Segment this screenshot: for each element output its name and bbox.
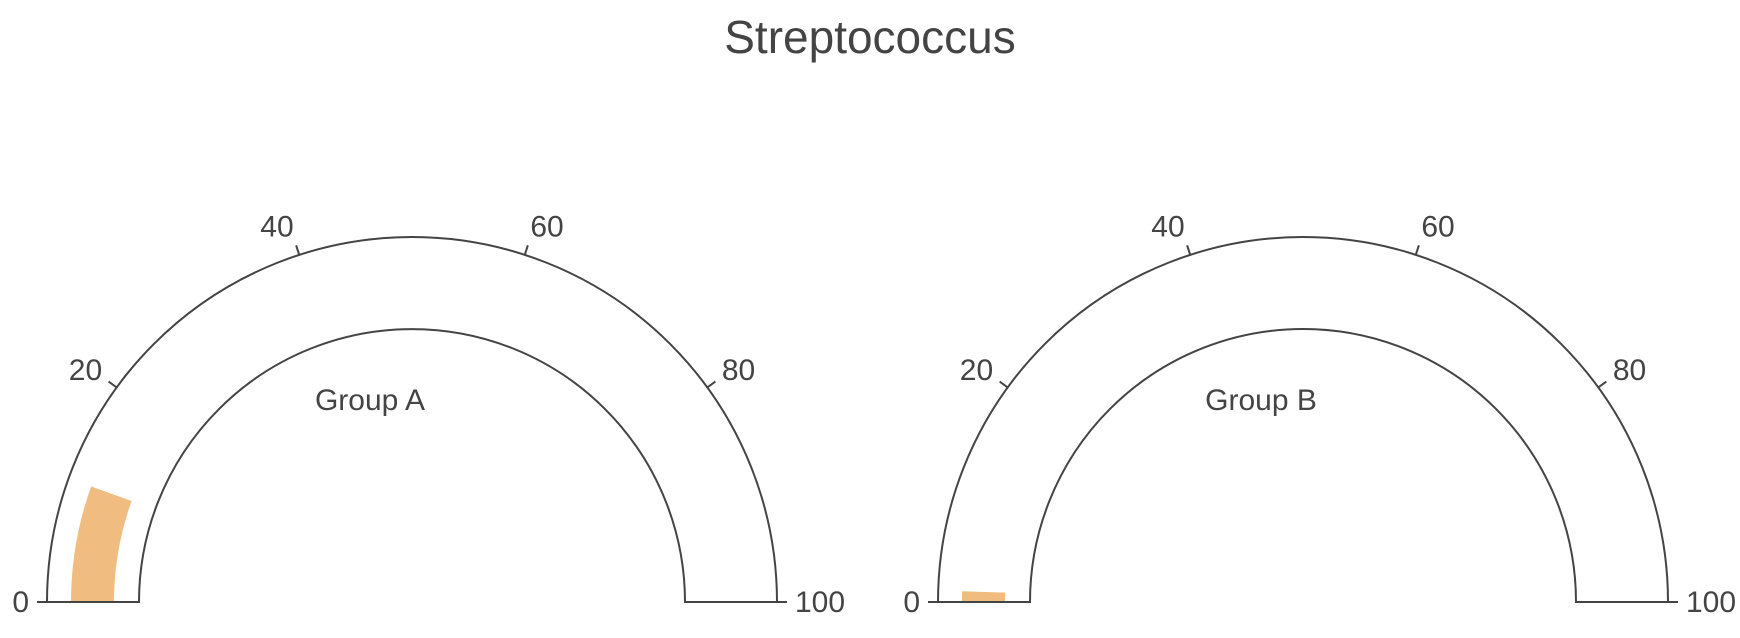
gauge-1-tick-label-40: 40 xyxy=(260,210,293,243)
gauge-1-name: Group A xyxy=(315,384,425,417)
gauge-2-tick-label-100: 100 xyxy=(1686,586,1736,619)
gauge-1-tick-40 xyxy=(295,245,301,256)
gauge-2-tick-label-40: 40 xyxy=(1151,210,1184,243)
gauge-2-tick-label-60: 60 xyxy=(1421,210,1454,243)
gauge-1-tick-60 xyxy=(523,245,529,256)
gauge-2-outline xyxy=(936,236,1670,603)
chart-title: Streptococcus xyxy=(724,11,1016,63)
gauge-1-tick-label-100: 100 xyxy=(795,586,845,619)
gauge-2-tick-60 xyxy=(1414,245,1420,256)
gauge-2-tick-label-80: 80 xyxy=(1613,354,1646,387)
gauge-1-value-bar xyxy=(71,486,132,602)
gauge-2-tick-80 xyxy=(1597,380,1607,389)
gauge-1-outline xyxy=(45,236,779,603)
gauge-2-tick-20 xyxy=(999,380,1009,389)
gauge-1-tick-80 xyxy=(706,380,716,389)
gauge-1-tick-label-0: 0 xyxy=(12,586,29,619)
gauge-2-name: Group B xyxy=(1205,384,1317,417)
gauge-1-tick-label-20: 20 xyxy=(69,354,102,387)
gauge-2-tick-label-0: 0 xyxy=(903,586,920,619)
gauge-1-tick-label-80: 80 xyxy=(722,354,755,387)
gauge-2-tick-40 xyxy=(1186,245,1192,256)
gauge-1-tick-20 xyxy=(108,380,118,389)
gauge-2-value-bar xyxy=(962,591,1006,602)
gauge-1-tick-label-60: 60 xyxy=(530,210,563,243)
gauge-2-tick-label-20: 20 xyxy=(960,354,993,387)
